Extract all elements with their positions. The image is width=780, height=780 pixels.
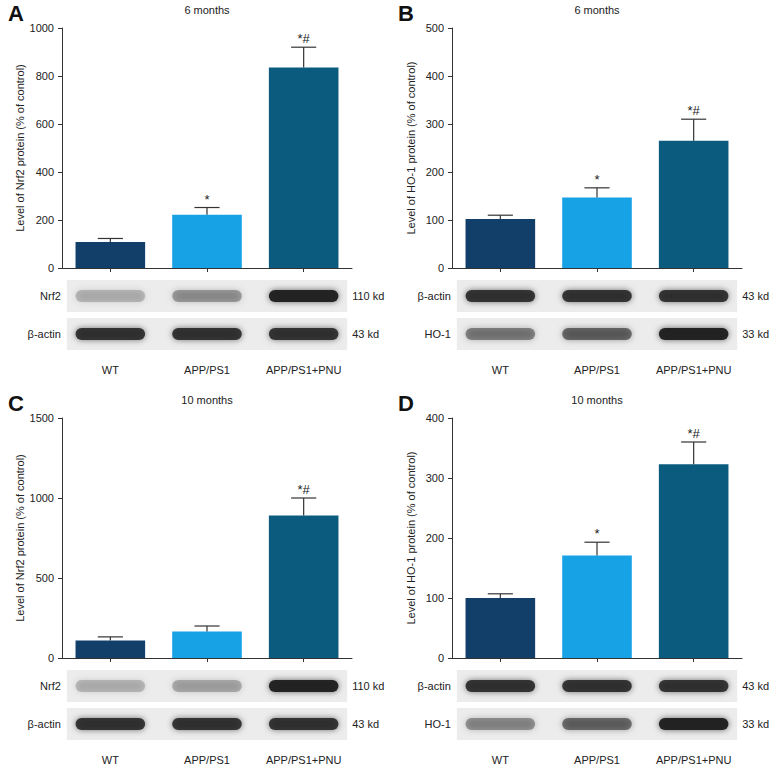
svg-text:110 kd: 110 kd bbox=[352, 680, 384, 692]
svg-text:0: 0 bbox=[48, 262, 54, 274]
svg-text:A: A bbox=[8, 1, 24, 26]
svg-text:Level of Nrf2 protein (% of co: Level of Nrf2 protein (% of control) bbox=[14, 454, 26, 622]
svg-text:6 months: 6 months bbox=[184, 4, 230, 16]
svg-text:*: * bbox=[594, 526, 599, 541]
svg-text:HO-1: HO-1 bbox=[425, 328, 451, 340]
svg-text:600: 600 bbox=[36, 118, 54, 130]
svg-text:1000: 1000 bbox=[30, 492, 54, 504]
svg-text:*: * bbox=[594, 172, 599, 187]
svg-text:WT: WT bbox=[102, 754, 119, 766]
svg-text:43 kd: 43 kd bbox=[742, 680, 769, 692]
svg-text:*#: *# bbox=[688, 103, 701, 118]
svg-text:*: * bbox=[204, 192, 209, 207]
svg-text:800: 800 bbox=[36, 70, 54, 82]
svg-text:10 months: 10 months bbox=[571, 394, 623, 406]
svg-text:300: 300 bbox=[426, 472, 444, 484]
svg-text:APP/PS1: APP/PS1 bbox=[184, 754, 230, 766]
svg-text:HO-1: HO-1 bbox=[425, 718, 451, 730]
svg-text:APP/PS1+PNU: APP/PS1+PNU bbox=[266, 754, 342, 766]
svg-text:200: 200 bbox=[426, 532, 444, 544]
svg-text:APP/PS1: APP/PS1 bbox=[184, 364, 230, 376]
svg-text:Nrf2: Nrf2 bbox=[40, 680, 61, 692]
svg-text:D: D bbox=[398, 391, 414, 416]
svg-text:10 months: 10 months bbox=[181, 394, 233, 406]
svg-text:APP/PS1+PNU: APP/PS1+PNU bbox=[656, 754, 732, 766]
svg-text:WT: WT bbox=[492, 364, 509, 376]
svg-text:33 kd: 33 kd bbox=[742, 718, 769, 730]
svg-text:33 kd: 33 kd bbox=[742, 328, 769, 340]
svg-text:0: 0 bbox=[48, 652, 54, 664]
svg-text:6 months: 6 months bbox=[574, 4, 620, 16]
svg-text:200: 200 bbox=[36, 214, 54, 226]
svg-text:400: 400 bbox=[426, 70, 444, 82]
svg-text:300: 300 bbox=[426, 118, 444, 130]
svg-text:500: 500 bbox=[426, 22, 444, 34]
svg-text:β-actin: β-actin bbox=[418, 680, 451, 692]
svg-text:Level of HO-1 protein (% of co: Level of HO-1 protein (% of control) bbox=[405, 61, 417, 234]
svg-text:APP/PS1: APP/PS1 bbox=[574, 364, 620, 376]
svg-text:400: 400 bbox=[36, 166, 54, 178]
svg-text:Nrf2: Nrf2 bbox=[40, 290, 61, 302]
svg-text:C: C bbox=[8, 391, 24, 416]
svg-text:WT: WT bbox=[492, 754, 509, 766]
svg-text:400: 400 bbox=[426, 412, 444, 424]
svg-text:*#: *# bbox=[688, 426, 701, 441]
svg-text:1500: 1500 bbox=[30, 412, 54, 424]
svg-text:β-actin: β-actin bbox=[28, 328, 61, 340]
svg-text:B: B bbox=[398, 1, 414, 26]
svg-text:APP/PS1+PNU: APP/PS1+PNU bbox=[656, 364, 732, 376]
svg-text:WT: WT bbox=[102, 364, 119, 376]
svg-text:0: 0 bbox=[438, 652, 444, 664]
svg-text:APP/PS1+PNU: APP/PS1+PNU bbox=[266, 364, 342, 376]
svg-text:43 kd: 43 kd bbox=[742, 290, 769, 302]
svg-text:Level of HO-1 protein (% of co: Level of HO-1 protein (% of control) bbox=[405, 451, 417, 624]
svg-text:0: 0 bbox=[438, 262, 444, 274]
svg-text:200: 200 bbox=[426, 166, 444, 178]
svg-text:1000: 1000 bbox=[30, 22, 54, 34]
svg-text:β-actin: β-actin bbox=[418, 290, 451, 302]
svg-text:β-actin: β-actin bbox=[28, 718, 61, 730]
svg-text:43 kd: 43 kd bbox=[352, 718, 379, 730]
svg-text:APP/PS1: APP/PS1 bbox=[574, 754, 620, 766]
svg-text:*#: *# bbox=[298, 482, 311, 497]
svg-text:Level of Nrf2 protein (% of co: Level of Nrf2 protein (% of control) bbox=[14, 64, 26, 232]
svg-text:500: 500 bbox=[36, 572, 54, 584]
svg-text:100: 100 bbox=[426, 214, 444, 226]
svg-text:*#: *# bbox=[298, 31, 311, 46]
svg-text:100: 100 bbox=[426, 592, 444, 604]
svg-text:43 kd: 43 kd bbox=[352, 328, 379, 340]
svg-text:110 kd: 110 kd bbox=[352, 290, 384, 302]
